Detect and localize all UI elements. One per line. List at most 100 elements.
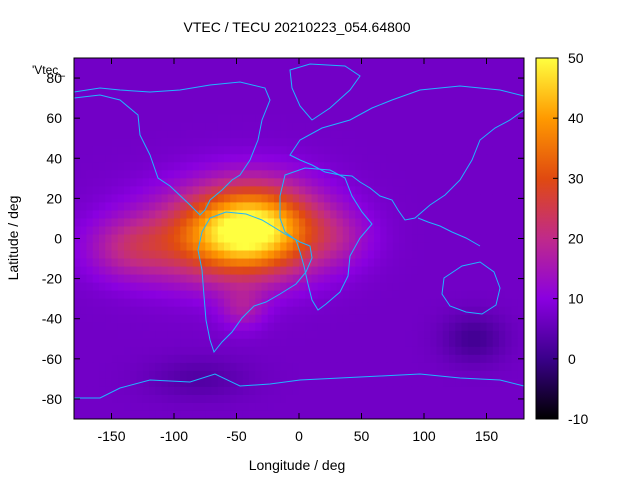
heatmap-cell	[105, 226, 113, 236]
heatmap-cell	[492, 186, 500, 195]
heatmap-cell	[342, 106, 350, 115]
heatmap-cell	[242, 146, 250, 155]
heatmap-cell	[486, 138, 494, 147]
heatmap-cell	[274, 354, 281, 364]
heatmap-cell	[424, 218, 431, 228]
heatmap-cell	[305, 338, 313, 348]
heatmap-cell	[505, 314, 513, 324]
heatmap-cell	[74, 226, 81, 236]
heatmap-cell	[399, 98, 406, 107]
coastline-north-america	[74, 81, 271, 216]
heatmap-cell	[492, 266, 500, 276]
heatmap-cell	[205, 314, 213, 324]
heatmap-cell	[486, 194, 494, 203]
heatmap-cell	[311, 354, 319, 364]
heatmap-cell	[136, 98, 144, 107]
heatmap-cell	[224, 338, 231, 348]
heatmap-cell	[305, 138, 313, 147]
heatmap-cell	[311, 90, 319, 99]
heatmap-cell	[286, 330, 294, 340]
heatmap-cell	[261, 98, 269, 107]
heatmap-cell	[374, 234, 381, 244]
heatmap-cell	[461, 362, 469, 372]
heatmap-cell	[199, 58, 206, 67]
heatmap-cell	[374, 258, 381, 268]
heatmap-cell	[336, 210, 344, 220]
heatmap-cell	[211, 282, 219, 292]
heatmap-cell	[142, 362, 150, 372]
heatmap-cell	[324, 114, 331, 123]
heatmap-cell	[217, 66, 225, 75]
heatmap-cell	[517, 362, 524, 372]
heatmap-cell	[155, 146, 163, 155]
heatmap-cell	[267, 266, 275, 276]
heatmap-cell	[367, 66, 375, 75]
heatmap-cell	[442, 266, 450, 276]
heatmap-cell	[355, 250, 363, 260]
heatmap-cell	[399, 266, 406, 276]
heatmap-cell	[86, 90, 94, 99]
heatmap-cell	[405, 186, 413, 195]
heatmap-cell	[367, 402, 375, 412]
heatmap-cell	[80, 410, 88, 419]
heatmap-cell	[217, 90, 225, 99]
heatmap-cell	[199, 66, 206, 75]
heatmap-cell	[99, 394, 106, 404]
heatmap-cell	[255, 226, 263, 236]
heatmap-cell	[117, 66, 125, 75]
heatmap-cell	[286, 378, 294, 388]
heatmap-cell	[124, 298, 131, 308]
heatmap-cell	[480, 106, 488, 115]
heatmap-cell	[349, 330, 356, 340]
heatmap-cell	[517, 410, 524, 419]
heatmap-cell	[467, 298, 475, 308]
heatmap-cell	[267, 402, 275, 412]
heatmap-cell	[367, 122, 375, 131]
heatmap-cell	[449, 106, 456, 115]
heatmap-cell	[461, 234, 469, 244]
heatmap-cell	[399, 258, 406, 268]
heatmap-cell	[380, 346, 388, 356]
heatmap-cell	[349, 242, 356, 252]
heatmap-cell	[480, 146, 488, 155]
heatmap-cell	[199, 306, 206, 316]
heatmap-cell	[111, 386, 119, 396]
heatmap-cell	[274, 162, 281, 171]
heatmap-cell	[286, 82, 294, 91]
heatmap-cell	[411, 98, 419, 107]
heatmap-cell	[411, 242, 419, 252]
heatmap-cell	[174, 346, 181, 356]
heatmap-cell	[455, 138, 463, 147]
heatmap-cell	[230, 178, 238, 187]
heatmap-cell	[261, 194, 269, 203]
heatmap-cell	[361, 202, 369, 212]
heatmap-cell	[99, 138, 106, 147]
heatmap-cell	[174, 354, 181, 364]
heatmap-cell	[217, 242, 225, 252]
heatmap-cell	[361, 314, 369, 324]
colorbar-tick-label: 20	[568, 231, 584, 247]
heatmap-cell	[405, 282, 413, 292]
heatmap-cell	[342, 202, 350, 212]
heatmap-cell	[286, 58, 294, 67]
heatmap-cell	[330, 378, 338, 388]
heatmap-cell	[417, 186, 425, 195]
heatmap-cell	[442, 354, 450, 364]
heatmap-cell	[86, 234, 94, 244]
heatmap-cell	[167, 74, 175, 83]
heatmap-cell	[442, 90, 450, 99]
heatmap-cell	[430, 386, 438, 396]
heatmap-cell	[411, 82, 419, 91]
heatmap-cell	[324, 234, 331, 244]
heatmap-cell	[367, 266, 375, 276]
heatmap-cell	[111, 202, 119, 212]
heatmap-cell	[305, 74, 313, 83]
heatmap-cell	[349, 98, 356, 107]
heatmap-cell	[486, 242, 494, 252]
heatmap-cell	[149, 370, 156, 380]
heatmap-cell	[517, 90, 524, 99]
heatmap-cell	[499, 138, 506, 147]
heatmap-cell	[474, 154, 481, 163]
heatmap-cell	[480, 266, 488, 276]
heatmap-cell	[124, 178, 131, 187]
